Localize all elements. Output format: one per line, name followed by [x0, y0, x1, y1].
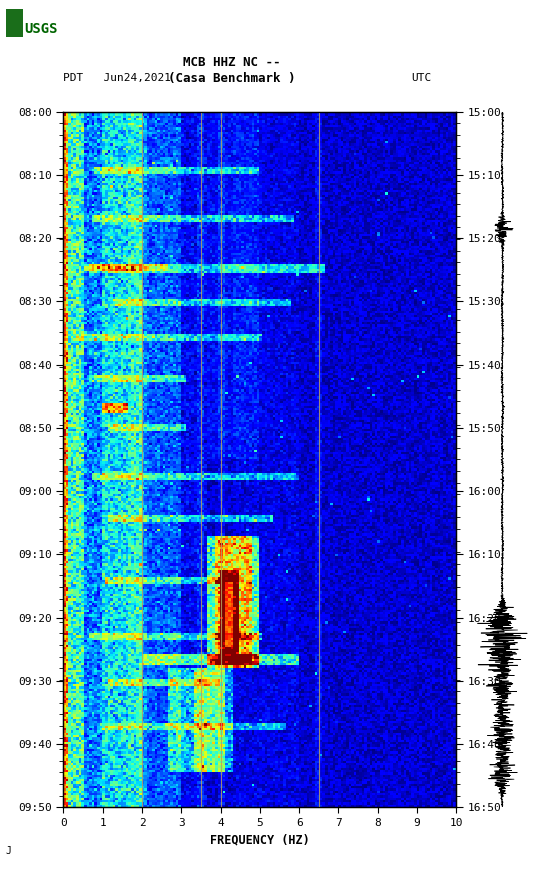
Text: USGS: USGS [24, 22, 58, 36]
Text: UTC: UTC [411, 73, 432, 84]
Text: (Casa Benchmark ): (Casa Benchmark ) [168, 72, 295, 85]
Text: MCB HHZ NC --: MCB HHZ NC -- [183, 56, 280, 69]
FancyBboxPatch shape [6, 9, 23, 37]
Text: PDT   Jun24,2021: PDT Jun24,2021 [63, 73, 172, 84]
Text: J: J [6, 847, 12, 856]
X-axis label: FREQUENCY (HZ): FREQUENCY (HZ) [210, 833, 310, 847]
